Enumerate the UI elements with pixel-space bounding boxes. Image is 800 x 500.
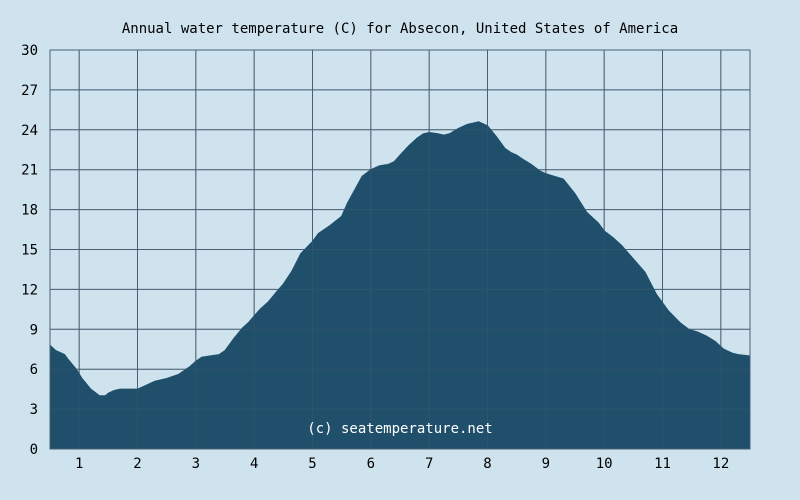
x-tick-label: 1 [75, 456, 83, 472]
grid-overlay [50, 49, 750, 450]
x-tick-label: 4 [250, 456, 258, 472]
x-tick-label: 9 [542, 456, 550, 472]
y-axis-labels: 0 3 6 9 12 15 18 21 24 27 30 [21, 43, 38, 458]
y-tick-label: 21 [21, 163, 38, 179]
y-tick-label: 12 [21, 282, 38, 298]
x-tick-label: 12 [712, 456, 729, 472]
y-tick-label: 3 [30, 402, 38, 418]
x-tick-label: 11 [654, 456, 671, 472]
y-tick-label: 30 [21, 43, 38, 59]
x-tick-label: 2 [133, 456, 141, 472]
y-tick-label: 9 [30, 322, 38, 338]
x-tick-label: 8 [483, 456, 491, 472]
watermark: (c) seatemperature.net [307, 421, 492, 437]
x-tick-label: 3 [192, 456, 200, 472]
x-tick-label: 10 [596, 456, 613, 472]
x-tick-label: 7 [425, 456, 433, 472]
y-tick-label: 15 [21, 243, 38, 259]
y-tick-label: 24 [21, 123, 38, 139]
y-tick-label: 18 [21, 203, 38, 219]
y-tick-label: 0 [30, 442, 38, 458]
x-axis-labels: 1 2 3 4 5 6 7 8 9 10 11 12 [75, 456, 729, 472]
plot-border [49, 49, 751, 450]
chart-title: Annual water temperature (C) for Absecon… [122, 21, 678, 37]
x-tick-label: 5 [308, 456, 316, 472]
y-tick-label: 6 [30, 362, 38, 378]
y-tick-label: 27 [21, 83, 38, 99]
temperature-area [49, 121, 751, 450]
x-tick-label: 6 [367, 456, 375, 472]
